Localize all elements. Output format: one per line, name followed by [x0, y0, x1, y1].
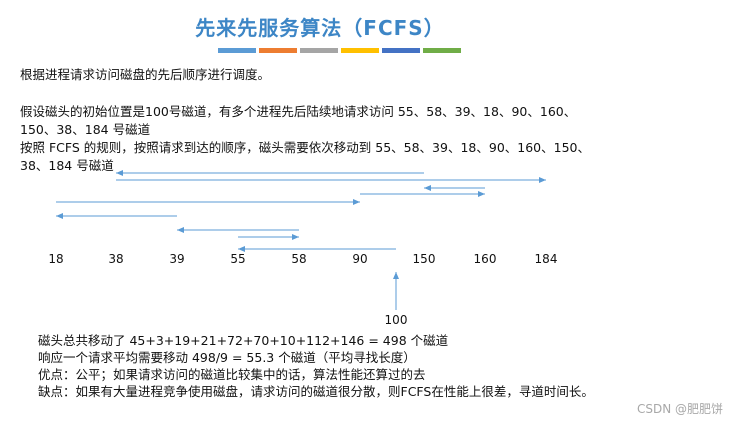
axis-label: 90 [352, 252, 368, 266]
axis-label: 150 [412, 252, 436, 266]
axis-label: 160 [473, 252, 497, 266]
title-color-bars [218, 48, 461, 53]
axis-label: 18 [48, 252, 64, 266]
color-bar [341, 48, 379, 53]
rule-line-1: 按照 FCFS 的规则，按照请求到达的顺序，磁头需要依次移动到 55、58、39… [20, 140, 590, 155]
watermark: CSDN @肥肥饼 [636, 402, 723, 416]
summary-average: 响应一个请求平均需要移动 498/9 = 55.3 个磁道（平均寻找长度） [38, 350, 416, 365]
color-bar [423, 48, 461, 53]
assumption-line-1: 假设磁头的初始位置是100号磁道，有多个进程先后陆续地请求访问 55、58、39… [20, 104, 577, 119]
axis-label: 38 [108, 252, 124, 266]
rule-line-2: 38、184 号磁道 [20, 158, 114, 173]
pros-text: 优点：公平；如果请求访问的磁道比较集中的话，算法性能还算过的去 [38, 367, 426, 382]
axis-label: 58 [291, 252, 307, 266]
cons-text: 缺点：如果有大量进程竞争使用磁盘，请求访问的磁道很分散，则FCFS在性能上很差，… [38, 384, 594, 399]
start-track-label: 100 [384, 313, 408, 327]
axis-label: 184 [534, 252, 558, 266]
assumption-line-2: 150、38、184 号磁道 [20, 122, 151, 137]
page-title: 先来先服务算法（FCFS） [195, 16, 445, 40]
intro-text: 根据进程请求访问磁盘的先后顺序进行调度。 [20, 67, 271, 82]
axis-label: 39 [169, 252, 185, 266]
color-bar [300, 48, 338, 53]
axis-label: 55 [230, 252, 246, 266]
color-bar [259, 48, 297, 53]
color-bar [218, 48, 256, 53]
summary-total: 磁头总共移动了 45+3+19+21+72+70+10+112+146 = 49… [38, 333, 449, 348]
color-bar [382, 48, 420, 53]
